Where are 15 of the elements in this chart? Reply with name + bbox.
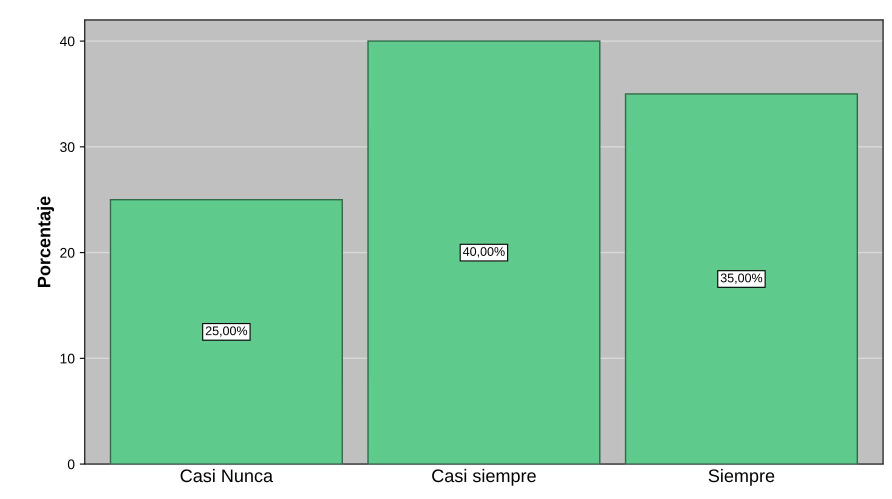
y-tick-label: 0 <box>68 459 74 470</box>
y-axis-title: Porcentaje <box>37 196 54 287</box>
data-label: 25,00% <box>206 326 248 337</box>
bar <box>624 93 858 464</box>
y-tick-label: 40 <box>60 36 74 46</box>
bar <box>110 199 343 464</box>
data-label: 40,00% <box>463 247 505 258</box>
y-tick-label: 20 <box>60 248 74 258</box>
y-tick-label: 10 <box>60 354 74 364</box>
data-label: 35,00% <box>720 274 762 284</box>
x-tick-label: Siempre <box>708 468 774 486</box>
x-tick-label: Casi siempre <box>432 468 536 486</box>
y-tick-label: 30 <box>60 142 74 152</box>
x-tick-label: Casi Nunca <box>180 468 274 482</box>
bar <box>367 40 600 464</box>
